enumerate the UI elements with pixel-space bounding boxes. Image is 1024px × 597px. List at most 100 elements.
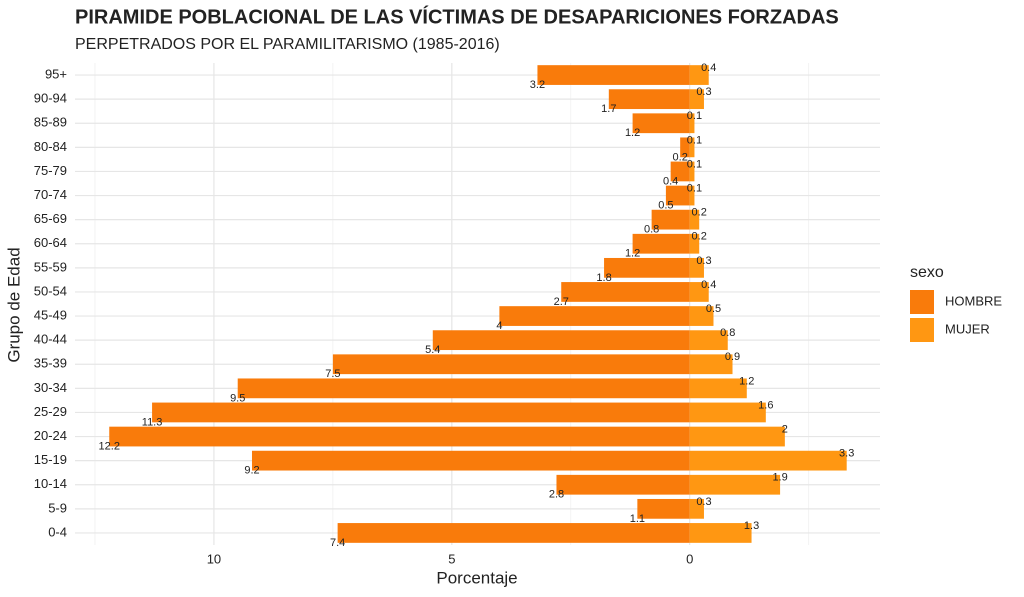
data-label: 4 — [496, 320, 502, 332]
bar — [556, 474, 690, 495]
chart-subtitle: PERPETRADOS POR EL PARAMILITARISMO (1985… — [75, 36, 500, 53]
data-label: 0.4 — [701, 62, 716, 74]
y-tick-label: 5-9 — [48, 500, 67, 515]
data-label: 0.3 — [696, 255, 711, 267]
bar — [689, 161, 695, 182]
bar — [689, 282, 709, 302]
bar — [251, 450, 690, 471]
x-tick-label: 0 — [686, 551, 693, 566]
data-label: 1.1 — [630, 513, 645, 525]
bar — [632, 113, 690, 134]
data-label: 0.9 — [725, 351, 740, 363]
data-label: 0.2 — [692, 231, 707, 243]
bar — [337, 523, 690, 543]
data-label: 2.8 — [549, 489, 564, 501]
bar — [499, 306, 690, 326]
data-label: 7.4 — [330, 537, 345, 549]
bar — [689, 257, 704, 278]
bar — [109, 426, 690, 447]
bar — [608, 89, 690, 110]
data-label: 0.4 — [663, 175, 678, 187]
data-label: 1.7 — [601, 103, 616, 115]
bar — [689, 402, 766, 423]
data-label: 0.8 — [720, 327, 735, 339]
data-label: 0.1 — [687, 110, 702, 122]
data-label: 1.2 — [625, 127, 640, 139]
legend-swatch — [910, 318, 934, 342]
bar — [689, 330, 728, 351]
y-tick-label: 10-14 — [34, 476, 67, 491]
data-label: 12.2 — [99, 440, 120, 452]
y-axis-label: Grupo de Edad — [4, 247, 23, 362]
data-label: 0.3 — [696, 496, 711, 508]
y-tick-label: 60-64 — [34, 235, 67, 250]
bar — [689, 378, 747, 399]
bar — [689, 474, 781, 495]
data-label: 3.2 — [530, 79, 545, 91]
x-tick-label: 10 — [207, 551, 221, 566]
bar — [689, 185, 695, 206]
data-label: 1.3 — [744, 520, 759, 532]
y-tick-label: 65-69 — [34, 211, 67, 226]
data-label: 0.5 — [706, 303, 721, 315]
bar — [689, 498, 704, 519]
bar — [651, 209, 690, 230]
y-tick-label: 20-24 — [34, 428, 67, 443]
y-tick-label: 90-94 — [34, 91, 67, 106]
data-label: 0.2 — [692, 207, 707, 219]
y-tick-label: 95+ — [45, 66, 67, 81]
y-tick-label: 80-84 — [34, 139, 67, 154]
bar — [689, 354, 733, 375]
data-label: 3.3 — [839, 448, 854, 460]
bar — [237, 378, 690, 399]
data-label: 0.5 — [658, 199, 673, 211]
data-label: 0.1 — [687, 134, 702, 146]
data-label: 9.5 — [230, 392, 245, 404]
y-tick-label: 50-54 — [34, 283, 67, 298]
y-tick-label: 25-29 — [34, 404, 67, 419]
data-label: 5.4 — [425, 344, 440, 356]
x-tick-label: 5 — [448, 551, 455, 566]
data-label: 0.3 — [696, 86, 711, 98]
bar — [637, 498, 690, 519]
data-label: 2 — [782, 423, 788, 435]
bar — [670, 161, 690, 182]
data-label: 0.4 — [701, 279, 716, 291]
data-label: 0.2 — [673, 151, 688, 163]
bar — [632, 233, 690, 254]
x-axis-label: Porcentaje — [436, 568, 517, 587]
y-tick-label: 30-34 — [34, 380, 67, 395]
bar — [689, 89, 704, 110]
bar — [537, 65, 690, 85]
y-tick-label: 70-74 — [34, 187, 67, 202]
data-label: 2.7 — [554, 296, 569, 308]
y-tick-label: 85-89 — [34, 115, 67, 130]
data-label: 1.9 — [772, 472, 787, 484]
data-label: 1.2 — [739, 375, 754, 387]
bar — [432, 330, 690, 351]
data-label: 11.3 — [142, 416, 163, 428]
bar — [689, 523, 752, 543]
y-tick-label: 35-39 — [34, 356, 67, 371]
bar — [689, 426, 785, 447]
bar — [561, 282, 690, 302]
y-tick-label: 45-49 — [34, 307, 67, 322]
bar — [152, 402, 690, 423]
chart-title: PIRAMIDE POBLACIONAL DE LAS VÍCTIMAS DE … — [75, 5, 839, 28]
bar — [689, 137, 695, 158]
data-label: 0.1 — [687, 158, 702, 170]
data-label: 7.5 — [325, 368, 340, 380]
bar — [689, 113, 695, 134]
bar — [689, 65, 709, 85]
bar — [689, 233, 700, 254]
y-tick-label: 75-79 — [34, 163, 67, 178]
bar — [665, 185, 690, 206]
y-tick-label: 40-44 — [34, 332, 67, 347]
legend-swatch — [910, 290, 934, 314]
data-label: 0.8 — [644, 224, 659, 236]
legend-label: HOMBRE — [945, 293, 1002, 308]
y-tick-label: 55-59 — [34, 259, 67, 274]
legend-label: MUJER — [945, 321, 990, 336]
bar — [332, 354, 690, 375]
